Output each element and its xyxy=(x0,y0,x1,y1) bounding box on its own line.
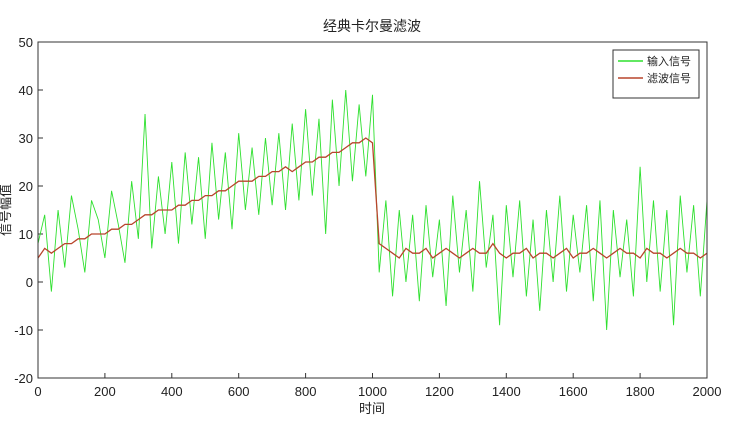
x-tick-label: 200 xyxy=(94,384,116,399)
y-tick-label: 40 xyxy=(19,83,33,98)
x-tick-label: 1800 xyxy=(626,384,655,399)
y-axis-label: 信号幅值 xyxy=(0,184,13,236)
legend-label: 输入信号 xyxy=(647,54,691,68)
x-tick-label: 1200 xyxy=(425,384,454,399)
legend-label: 滤波信号 xyxy=(647,72,691,85)
x-tick-label: 800 xyxy=(295,384,317,399)
x-tick-label: 0 xyxy=(34,384,41,399)
x-tick-label: 1400 xyxy=(492,384,521,399)
y-tick-label: -10 xyxy=(14,323,33,338)
x-tick-label: 400 xyxy=(161,384,183,399)
y-tick-label: 0 xyxy=(26,275,33,290)
y-tick-label: 10 xyxy=(19,227,33,242)
y-tick-label: -20 xyxy=(14,371,33,386)
x-tick-label: 1000 xyxy=(358,384,387,399)
x-tick-label: 1600 xyxy=(559,384,588,399)
y-tick-label: 30 xyxy=(19,131,33,146)
y-tick-label: 20 xyxy=(19,179,33,194)
x-tick-label: 600 xyxy=(228,384,250,399)
plot-frame xyxy=(37,41,708,379)
y-tick-label: 50 xyxy=(19,35,33,50)
x-tick-label: 2000 xyxy=(693,384,722,399)
series-line xyxy=(37,89,708,331)
series-line xyxy=(37,137,708,259)
legend-box xyxy=(612,49,700,99)
x-axis-label: 时间 xyxy=(359,401,385,416)
chart-title: 经典卡尔曼滤波 xyxy=(323,18,421,34)
